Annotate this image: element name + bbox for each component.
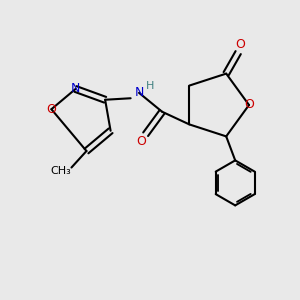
Text: H: H [146, 81, 154, 91]
Text: O: O [136, 135, 146, 148]
Text: N: N [71, 82, 80, 95]
Text: O: O [235, 38, 244, 51]
Text: N: N [134, 86, 144, 99]
Text: O: O [46, 103, 56, 116]
Text: CH₃: CH₃ [51, 166, 71, 176]
Text: O: O [244, 98, 254, 112]
